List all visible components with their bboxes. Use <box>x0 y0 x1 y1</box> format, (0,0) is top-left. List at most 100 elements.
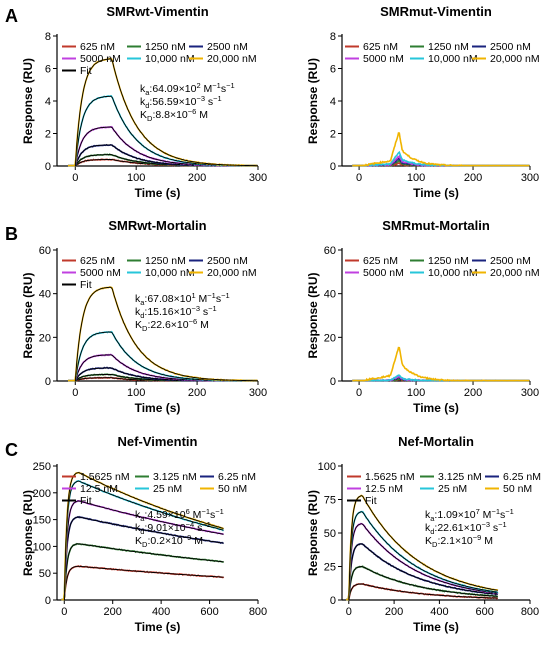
chart-4: SMRmut-Mortalin 0 20 40 60 0 100 200 300 Time (s)… <box>306 218 540 415</box>
x-tick-label: 300 <box>249 387 267 399</box>
kinetics-line-2: kd:15.16×10−3 s−1 <box>135 304 217 320</box>
kinetics-KD-exp: −6 <box>189 317 198 326</box>
kinetics-ka-value: :67.08×10 <box>144 293 191 305</box>
series-group <box>346 494 499 601</box>
kinetics-ka-unit: M <box>201 83 213 95</box>
y-axis-label: Response (RU) <box>21 272 35 358</box>
kinetics-ka-unit2-sup: −1 <box>505 507 514 516</box>
legend-entry: 1.5625 nM <box>80 471 130 483</box>
chart-3: SMRwt-Mortalin 0 20 40 60 0 100 200 300 Time (s) R… <box>21 218 267 415</box>
legend-entry: 6.25 nM <box>503 471 541 483</box>
series-line-6 <box>352 132 530 167</box>
kinetics-KD-exp: −6 <box>188 107 197 116</box>
panel-label-a: A <box>5 6 18 26</box>
fit-line-2 <box>348 566 498 601</box>
x-tick-label: 100 <box>407 172 425 184</box>
kinetics-kd-exp: −3 <box>196 94 205 103</box>
x-tick-label: 100 <box>407 387 425 399</box>
kinetics-ka-unit: M <box>480 509 492 521</box>
x-tick-label: 0 <box>356 172 362 184</box>
series-line-1 <box>61 565 225 601</box>
legend-entry: 1250 nM <box>428 255 469 267</box>
y-tick-label: 0 <box>45 376 51 388</box>
x-axis-label: Time (s) <box>413 620 459 634</box>
x-tick-label: 800 <box>521 606 539 618</box>
kinetics-line-3: KD:2.1×10−9 M <box>425 533 493 549</box>
x-tick-label: 0 <box>72 387 78 399</box>
legend-entry: 2500 nM <box>207 255 248 267</box>
kinetics-ka-sub: a <box>140 298 145 307</box>
kinetics-ka-label: k <box>135 293 141 305</box>
legend-entry: 2500 nM <box>490 41 531 53</box>
chart-title: SMRmut-Mortalin <box>382 218 490 233</box>
y-tick-label: 100 <box>318 461 336 473</box>
kinetics-ka-label: k <box>135 509 141 521</box>
panel-label-b: B <box>5 224 18 244</box>
x-tick-label: 200 <box>464 387 482 399</box>
kinetics-kd-unit-sup: −1 <box>498 520 507 529</box>
y-tick-label: 20 <box>324 332 336 344</box>
x-tick-label: 400 <box>430 606 448 618</box>
kinetics-KD-exp: −9 <box>473 533 482 542</box>
x-tick-label: 200 <box>385 606 403 618</box>
y-tick-label: 25 <box>324 562 336 574</box>
y-tick-label: 0 <box>45 161 51 173</box>
chart-title: Nef-Vimentin <box>118 434 198 449</box>
y-tick-label: 50 <box>39 568 51 580</box>
kinetics-KD-unit: M <box>197 319 209 331</box>
y-tick-label: 150 <box>33 515 51 527</box>
kinetics-ka-unit2-sup: −1 <box>226 81 235 90</box>
legend-entry: 10,000 nM <box>145 267 195 279</box>
kinetics-KD-label: K <box>425 535 432 547</box>
kinetics-KD-sub: D <box>142 324 148 333</box>
x-axis-label: Time (s) <box>135 401 181 415</box>
legend-entry: 625 nM <box>363 255 398 267</box>
legend-entry: 625 nM <box>363 41 398 53</box>
kinetics-kd-value: :56.59×10 <box>149 96 196 108</box>
kinetics-kd-sub: d <box>145 101 149 110</box>
kinetics-ka-value: :64.09×10 <box>149 83 196 95</box>
kinetics-line-1: ka:64.09×102 M−1s−1 <box>140 81 235 97</box>
x-tick-label: 400 <box>152 606 170 618</box>
y-tick-label: 0 <box>45 595 51 607</box>
kinetics-ka-exp: 1 <box>191 291 195 300</box>
fit-line-4 <box>348 523 498 601</box>
x-axis-label: Time (s) <box>413 186 459 200</box>
fit-line-1 <box>348 583 498 601</box>
y-axis-label: Response (RU) <box>306 58 320 144</box>
y-tick-label: 200 <box>33 488 51 500</box>
x-tick-label: 200 <box>188 172 206 184</box>
legend-entry: 1.5625 nM <box>365 471 415 483</box>
y-tick-label: 20 <box>39 332 51 344</box>
kinetics-line-2: kd:56.59×10−3 s−1 <box>140 94 222 110</box>
legend-entry: Fit <box>80 279 92 291</box>
legend-entry: 20,000 nM <box>207 267 257 279</box>
fit-line-3 <box>63 516 224 601</box>
kinetics-kd-exp: −3 <box>191 304 200 313</box>
legend-entry: 1250 nM <box>145 41 186 53</box>
y-axis-label: Response (RU) <box>21 490 35 576</box>
y-tick-label: 2 <box>45 129 51 141</box>
chart-5: Nef-Vimentin 0 50 100 150 200 250 0 200 400 600 800… <box>21 434 267 634</box>
kinetics-kd-value: :22.61×10 <box>434 522 481 534</box>
kinetics-kd-value: :15.16×10 <box>144 306 191 318</box>
kinetics-ka-exp: 2 <box>196 81 200 90</box>
chart-title: SMRmut-Vimentin <box>380 4 492 19</box>
legend-entry: 2500 nM <box>490 255 531 267</box>
x-tick-label: 100 <box>127 387 145 399</box>
kinetics-ka-unit: M <box>190 509 202 521</box>
kinetics-ka-sub: a <box>140 514 145 523</box>
legend-entry: 625 nM <box>80 255 115 267</box>
kinetics-line-3: KD:0.2×10−9 M <box>135 533 203 549</box>
legend-entry: 6.25 nM <box>218 471 256 483</box>
kinetics-ka-unit: M <box>196 293 208 305</box>
x-tick-label: 200 <box>464 172 482 184</box>
kinetics-line-1: ka:1.09×107 M−1s−1 <box>425 507 514 523</box>
chart-6: Nef-Mortalin 0 25 50 75 100 0 200 400 600 800 Time … <box>306 434 541 634</box>
kinetics-line-2: kd:22.61×10−3 s−1 <box>425 520 507 536</box>
y-tick-label: 6 <box>330 64 336 76</box>
kinetics-kd-sub: d <box>140 527 144 536</box>
kinetics-kd-unit-sup: −1 <box>202 520 211 529</box>
kinetics-ka-unit2: s <box>500 509 505 521</box>
